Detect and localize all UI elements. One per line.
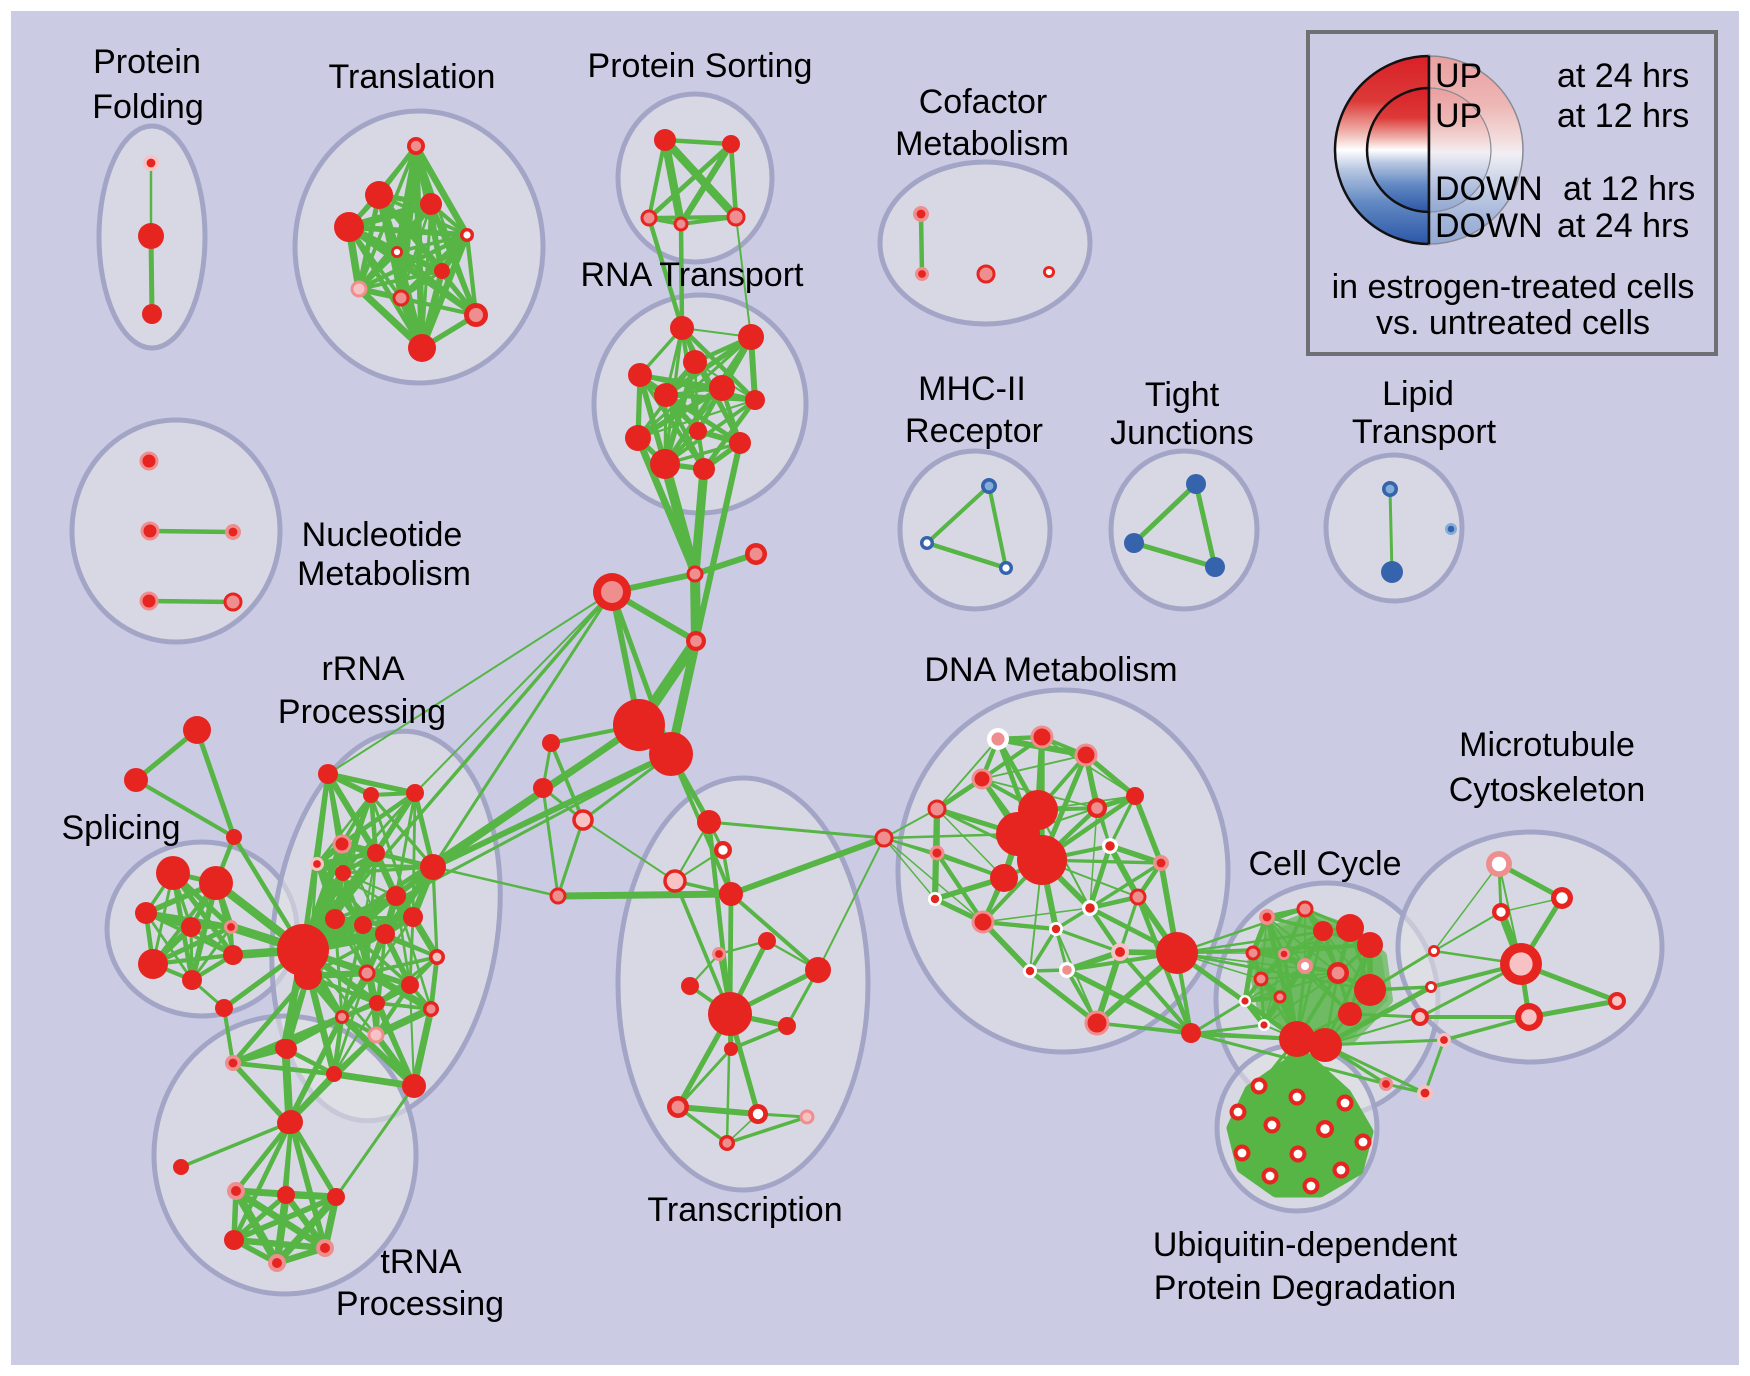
svg-text:Lipid: Lipid [1382,375,1454,413]
svg-text:Protein Degradation: Protein Degradation [1154,1269,1456,1307]
svg-text:UP: UP [1435,97,1482,135]
svg-text:RNA Transport: RNA Transport [581,256,805,294]
svg-text:DOWN: DOWN [1435,170,1543,208]
svg-text:Protein: Protein [93,43,201,81]
svg-text:Cytoskeleton: Cytoskeleton [1449,771,1646,809]
svg-text:Transport: Transport [1352,413,1497,451]
svg-text:in estrogen-treated cells: in estrogen-treated cells [1332,268,1695,306]
svg-text:Transcription: Transcription [647,1191,842,1229]
svg-text:Junctions: Junctions [1110,414,1254,452]
svg-text:DOWN: DOWN [1435,207,1543,245]
svg-text:Folding: Folding [92,88,204,126]
svg-text:at 24 hrs: at 24 hrs [1557,207,1689,245]
svg-text:rRNA: rRNA [321,650,404,688]
svg-text:Cell Cycle: Cell Cycle [1248,845,1401,883]
svg-text:Processing: Processing [336,1285,504,1323]
svg-text:at 24 hrs: at 24 hrs [1557,57,1689,95]
svg-text:Nucleotide: Nucleotide [302,516,463,554]
svg-text:tRNA: tRNA [380,1243,462,1281]
svg-text:UP: UP [1435,57,1482,95]
svg-text:at 12 hrs: at 12 hrs [1557,97,1689,135]
svg-text:Cofactor: Cofactor [919,83,1048,121]
svg-text:Metabolism: Metabolism [297,555,471,593]
svg-text:at 12 hrs: at 12 hrs [1563,170,1695,208]
svg-text:Metabolism: Metabolism [895,125,1069,163]
svg-text:Ubiquitin-dependent: Ubiquitin-dependent [1153,1226,1458,1264]
svg-text:MHC-II: MHC-II [918,370,1026,408]
svg-text:Receptor: Receptor [905,412,1043,450]
svg-text:Protein Sorting: Protein Sorting [588,47,813,85]
svg-text:Translation: Translation [329,58,496,96]
svg-text:Processing: Processing [278,693,446,731]
svg-text:Splicing: Splicing [61,809,180,847]
svg-text:Microtubule: Microtubule [1459,726,1635,764]
svg-text:Tight: Tight [1145,376,1220,414]
svg-text:DNA Metabolism: DNA Metabolism [924,651,1177,689]
svg-text:vs. untreated cells: vs. untreated cells [1376,304,1650,342]
